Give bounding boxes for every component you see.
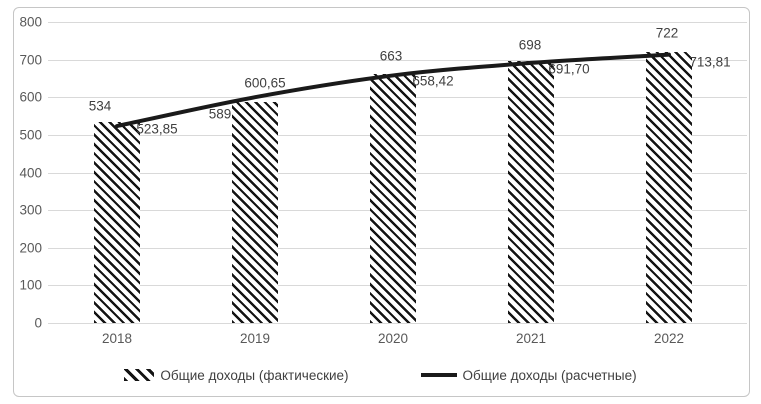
hatch-swatch-icon — [124, 369, 155, 381]
bar-2018[interactable] — [94, 122, 140, 323]
legend-label-actual: Общие доходы (фактические) — [160, 367, 349, 383]
y-axis-tick-100: 100 — [19, 277, 42, 293]
line-value-label-2021: 691,70 — [548, 61, 590, 77]
bar-2022[interactable] — [646, 51, 692, 323]
legend: Общие доходы (фактические) Общие доходы … — [0, 363, 761, 387]
gridline-800 — [48, 22, 747, 24]
line-swatch-icon — [420, 373, 457, 377]
y-axis-tick-300: 300 — [19, 202, 42, 218]
bar-value-label-2022: 722 — [655, 25, 679, 41]
x-axis-tick-2020: 2020 — [377, 331, 409, 346]
bar-value-label-2020: 663 — [379, 48, 403, 64]
y-axis-tick-400: 400 — [19, 165, 42, 181]
y-axis-tick-0: 0 — [34, 315, 42, 331]
bar-2020[interactable] — [370, 73, 416, 323]
legend-entry-actual[interactable]: Общие доходы (фактические) — [124, 367, 349, 383]
line-value-label-2022: 713,81 — [689, 54, 731, 70]
line-value-label-2020: 658,42 — [412, 73, 454, 89]
bar-2019[interactable] — [232, 101, 278, 323]
bar-value-label-2021: 698 — [518, 37, 542, 53]
line-value-label-2018: 523,85 — [136, 121, 178, 137]
bar-2021[interactable] — [508, 60, 554, 323]
y-axis-tick-600: 600 — [19, 89, 42, 105]
y-axis-tick-500: 500 — [19, 127, 42, 143]
legend-label-calculated: Общие доходы (расчетные) — [462, 367, 637, 383]
y-axis-tick-800: 800 — [19, 14, 42, 30]
legend-entry-calculated[interactable]: Общие доходы (расчетные) — [420, 367, 637, 383]
line-value-label-2019: 600,65 — [244, 75, 286, 91]
gridline-0 — [48, 323, 747, 324]
bar-value-label-2018: 534 — [88, 98, 112, 114]
x-axis-tick-2021: 2021 — [515, 331, 547, 346]
x-axis-tick-2019: 2019 — [239, 331, 271, 346]
y-axis-tick-700: 700 — [19, 52, 42, 68]
x-axis-tick-2018: 2018 — [101, 331, 133, 346]
y-axis-tick-200: 200 — [19, 240, 42, 256]
bar-value-label-2019: 589 — [208, 106, 232, 122]
x-axis-tick-2022: 2022 — [653, 331, 685, 346]
